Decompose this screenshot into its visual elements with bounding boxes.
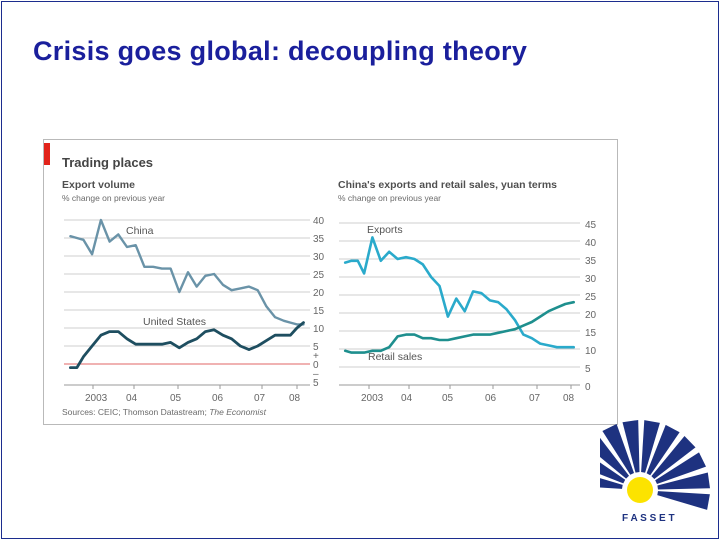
- x-tick-label: 06: [212, 393, 224, 404]
- y-tick-label: 40: [585, 238, 597, 249]
- chart-figure: Trading places Export volume % change on…: [43, 139, 618, 425]
- series-label: China: [126, 225, 154, 237]
- slide-title: Crisis goes global: decoupling theory: [33, 36, 527, 67]
- y-tick-label: 25: [313, 270, 325, 281]
- logo-text: F A S S E T: [622, 513, 675, 524]
- y-tick-label: 20: [313, 288, 325, 299]
- x-tick-label: 08: [563, 393, 575, 404]
- panel-title: China's exports and retail sales, yuan t…: [338, 179, 557, 191]
- x-tick-label: 04: [401, 393, 413, 404]
- y-tick-label: 5: [313, 378, 319, 389]
- y-tick-label: 10: [313, 324, 325, 335]
- x-tick-label: 05: [442, 393, 454, 404]
- figure-title: Trading places: [62, 155, 153, 170]
- x-tick-label: 07: [529, 393, 541, 404]
- y-tick-label: 30: [313, 252, 325, 263]
- x-tick-label: 05: [170, 393, 182, 404]
- y-tick-label: 0: [585, 382, 591, 393]
- y-tick-label: 30: [585, 274, 597, 285]
- source-text: Sources: CEIC; Thomson Datastream;: [62, 407, 209, 417]
- series-label: Retail sales: [368, 351, 422, 363]
- y-tick-label: 35: [585, 256, 597, 267]
- exports-retail-panel: China's exports and retail sales, yuan t…: [338, 179, 597, 404]
- source-publisher: The Economist: [209, 407, 266, 417]
- panel-y-label: % change on previous year: [62, 193, 165, 203]
- series-line-retail-sales: [345, 302, 574, 352]
- y-tick-label: 35: [313, 234, 325, 245]
- sun-ray: [657, 491, 710, 510]
- panel-title: Export volume: [62, 179, 135, 191]
- y-tick-label: 45: [585, 220, 597, 231]
- export-volume-panel: Export volume % change on previous year …: [62, 179, 325, 404]
- x-tick-label: 04: [126, 393, 138, 404]
- series-label: United States: [143, 316, 206, 328]
- sun-icon: [627, 477, 653, 503]
- x-tick-label: 08: [289, 393, 301, 404]
- series-line-china: [70, 220, 303, 324]
- x-tick-label: 07: [254, 393, 266, 404]
- y-tick-label: 40: [313, 216, 325, 227]
- accent-bar: [44, 143, 50, 165]
- x-tick-label: 06: [485, 393, 497, 404]
- y-tick-label: 25: [585, 292, 597, 303]
- panel-y-label: % change on previous year: [338, 193, 441, 203]
- y-tick-label: 10: [585, 346, 597, 357]
- chart-svg: Trading places Export volume % change on…: [44, 140, 617, 424]
- series-line-united-states: [70, 323, 303, 368]
- y-tick-label: 5: [585, 364, 591, 375]
- x-tick-label: 2003: [361, 393, 384, 404]
- sunburst-rays: [600, 420, 710, 510]
- series-label: Exports: [367, 224, 403, 236]
- y-tick-label: 20: [585, 310, 597, 321]
- y-tick-label: 15: [313, 306, 325, 317]
- source-note: Sources: CEIC; Thomson Datastream; The E…: [62, 407, 267, 417]
- y-tick-label: 15: [585, 328, 597, 339]
- fasset-logo: F A S S E T: [600, 408, 720, 540]
- x-tick-label: 2003: [85, 393, 108, 404]
